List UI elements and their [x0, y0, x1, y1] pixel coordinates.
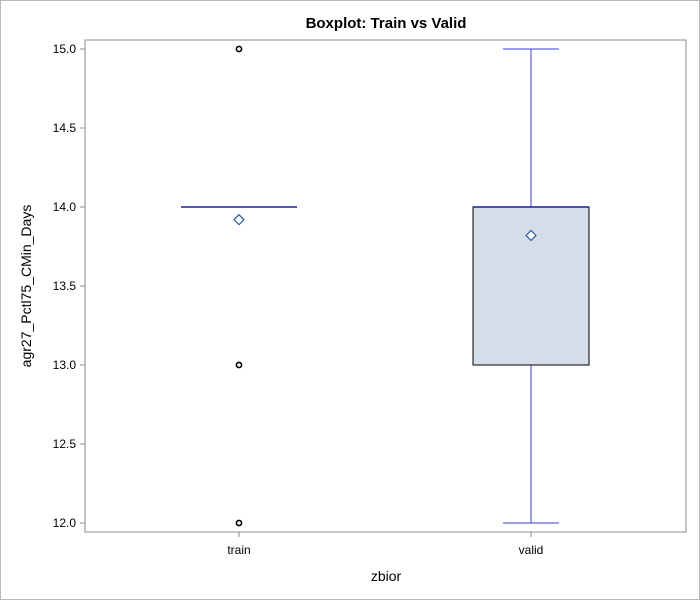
plot-area [84, 39, 687, 533]
y-tick-label: 14.5 [53, 121, 77, 135]
y-axis: 12.0 12.5 13.0 13.5 14.0 14.5 15.0 [53, 42, 85, 530]
box-group-train [181, 45, 297, 527]
y-tick-label: 13.0 [53, 358, 77, 372]
chart-title: Boxplot: Train vs Valid [306, 15, 467, 32]
x-tick-label: valid [519, 543, 544, 557]
y-tick-label: 12.0 [53, 516, 77, 530]
y-axis-label: agr27_Pctl75_CMin_Days [18, 205, 34, 368]
mean-marker [233, 213, 245, 226]
y-tick-label: 12.5 [53, 437, 77, 451]
y-tick-label: 15.0 [53, 42, 77, 56]
outlier-point [235, 45, 243, 53]
y-tick-label: 14.0 [53, 200, 77, 214]
mean-marker [525, 229, 537, 242]
x-tick-label: train [227, 543, 250, 557]
x-axis: train valid [227, 532, 543, 557]
y-tick-label: 13.5 [53, 279, 77, 293]
outlier-point [235, 361, 243, 369]
outlier-point [235, 519, 243, 527]
x-axis-label: zbior [371, 568, 402, 584]
boxes-layer [181, 45, 590, 527]
box-group-valid [472, 48, 590, 524]
